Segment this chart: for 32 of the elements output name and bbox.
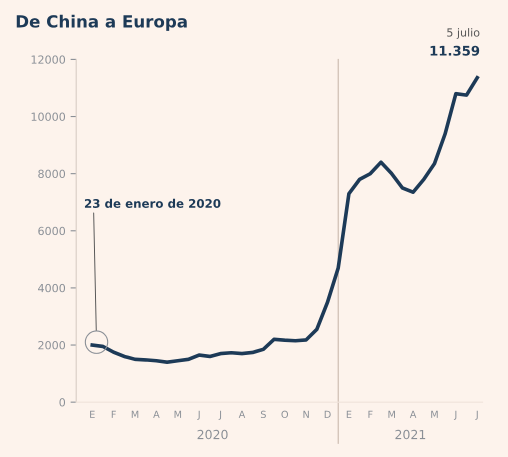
x-tick-label: M <box>174 410 182 418</box>
x-tick-label: M <box>132 410 138 418</box>
x-tick-label: O <box>281 410 288 418</box>
y-tick-label: 12000 <box>32 55 66 64</box>
x-tick-label: F <box>112 410 116 418</box>
y-tick-label: 6000 <box>38 226 66 236</box>
x-tick-label: N <box>303 410 309 418</box>
data-label: 11.359 <box>430 46 480 56</box>
x-tick-label: M <box>388 410 395 418</box>
x-tick-label: F <box>368 410 373 418</box>
x-tick-label: A <box>410 410 416 418</box>
y-tick-label: 0 <box>59 398 66 407</box>
text: 2021 <box>395 430 426 440</box>
y-tick-label: 4000 <box>38 284 66 292</box>
x-tick-label: D <box>324 410 331 418</box>
y-tick-label: 2000 <box>38 341 66 350</box>
x-tick-label: E <box>90 410 95 418</box>
x-tick-label: A <box>153 410 160 418</box>
y-tick-label: 8000 <box>38 170 66 178</box>
x-tick-label: A <box>238 410 246 418</box>
text: 2020 <box>198 430 228 440</box>
text: 5 julio <box>447 28 480 39</box>
x-tick-label: J <box>218 410 222 420</box>
x-tick-label: S <box>260 410 266 418</box>
annotation: 23 de enero de 2020 <box>84 198 220 208</box>
x-tick-label: E <box>346 410 352 418</box>
x-tick-label: J <box>197 410 200 420</box>
chart-title: De China a Europa <box>16 14 187 31</box>
x-tick-label: J <box>475 410 478 420</box>
y-tick-label: 10000 <box>32 112 66 121</box>
x-tick-label: J <box>454 410 456 420</box>
x-tick-label: M <box>431 410 438 418</box>
